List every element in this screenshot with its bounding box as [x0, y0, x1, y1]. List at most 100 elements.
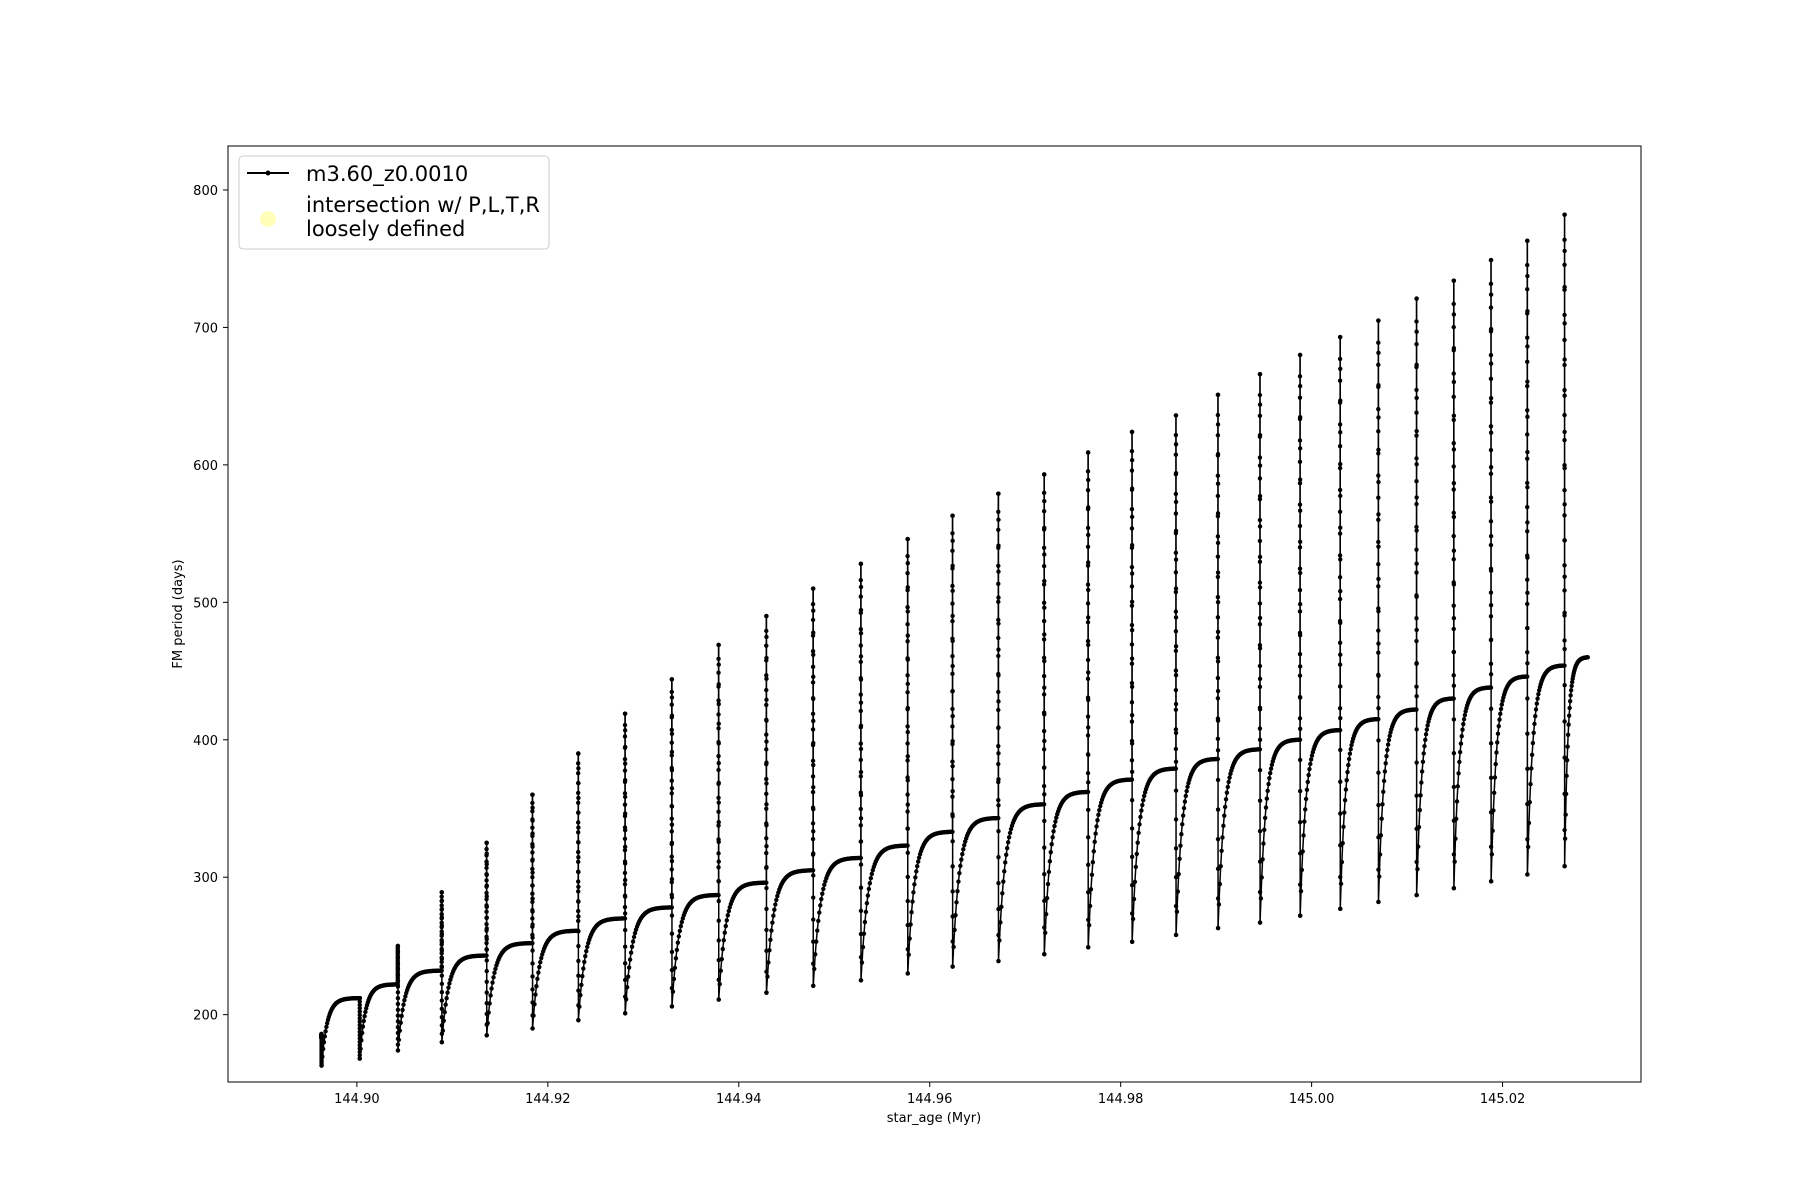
data-point — [1379, 816, 1384, 821]
data-point — [622, 882, 628, 887]
data-point — [1179, 832, 1184, 837]
data-point — [1414, 479, 1419, 484]
data-point — [669, 858, 675, 864]
data-point — [1086, 922, 1092, 928]
data-point — [1086, 945, 1091, 950]
data-point — [622, 870, 628, 876]
data-point — [1415, 866, 1420, 872]
data-point — [764, 802, 769, 807]
data-point — [858, 631, 864, 636]
data-point — [1215, 736, 1221, 741]
data-point — [996, 880, 1001, 886]
data-point — [1451, 533, 1456, 539]
data-point — [576, 790, 581, 796]
data-point — [622, 894, 628, 899]
data-point — [1453, 836, 1458, 841]
data-point — [858, 757, 863, 763]
data-point — [811, 652, 816, 657]
data-point — [530, 909, 535, 914]
data-point — [1297, 757, 1303, 763]
data-point — [1297, 737, 1303, 742]
data-point — [1525, 661, 1530, 666]
data-point — [1041, 545, 1047, 550]
data-point — [1525, 449, 1530, 455]
data-point — [1085, 638, 1091, 644]
data-point — [1136, 830, 1141, 836]
data-point — [864, 900, 870, 906]
data-point — [905, 778, 910, 783]
data-point — [1177, 856, 1182, 862]
data-point — [1414, 892, 1419, 898]
data-point — [1338, 493, 1343, 499]
data-point — [538, 960, 543, 965]
data-point — [1215, 599, 1221, 605]
data-point — [810, 758, 816, 763]
data-point — [1041, 655, 1047, 660]
data-point — [1215, 635, 1221, 640]
data-point — [530, 844, 535, 849]
data-point — [1525, 577, 1530, 582]
data-point — [862, 919, 868, 925]
data-point — [1488, 590, 1494, 595]
data-point — [1562, 719, 1567, 724]
data-point — [1528, 781, 1533, 787]
data-point — [1086, 835, 1091, 840]
data-point — [577, 1004, 582, 1009]
data-point — [907, 936, 912, 941]
data-point — [1564, 758, 1570, 763]
data-point — [1085, 563, 1091, 568]
data-point — [764, 687, 769, 693]
data-point — [532, 1002, 537, 1007]
data-point — [1488, 495, 1494, 500]
data-point — [623, 997, 629, 1002]
data-point — [1219, 848, 1224, 853]
data-point — [1525, 414, 1530, 420]
data-point — [1376, 451, 1381, 456]
data-point — [443, 1002, 448, 1007]
data-point — [996, 563, 1001, 569]
data-point — [905, 843, 910, 848]
data-point — [669, 731, 675, 737]
data-point — [1418, 793, 1423, 798]
data-point — [1215, 896, 1221, 901]
data-point — [1488, 741, 1494, 746]
data-point — [1050, 835, 1055, 840]
data-point — [484, 890, 489, 896]
data-point — [959, 857, 964, 862]
data-point — [1420, 759, 1426, 764]
data-point — [996, 653, 1001, 659]
data-point — [716, 721, 721, 726]
data-point — [1562, 827, 1567, 833]
data-point — [357, 1056, 362, 1061]
data-point — [1005, 840, 1011, 845]
data-point — [1337, 596, 1343, 602]
data-point — [1041, 673, 1047, 679]
data-point — [1451, 464, 1456, 469]
data-point — [484, 990, 489, 995]
data-point — [1462, 712, 1468, 718]
data-point — [1173, 707, 1179, 712]
data-point — [622, 1011, 628, 1016]
data-point — [1340, 840, 1345, 846]
data-point — [669, 829, 674, 834]
data-point — [1529, 752, 1535, 758]
data-point — [1042, 605, 1047, 610]
data-point — [485, 1020, 490, 1026]
data-point — [622, 977, 628, 983]
data-point — [489, 986, 494, 991]
data-point — [1525, 844, 1531, 850]
data-point — [960, 851, 965, 857]
data-point — [767, 948, 772, 953]
data-point — [906, 952, 911, 957]
data-point — [811, 740, 816, 746]
data-point — [576, 855, 581, 860]
data-point — [1041, 637, 1047, 642]
data-point — [1297, 570, 1303, 576]
data-point — [440, 1028, 446, 1033]
data-point — [576, 943, 581, 949]
data-point — [576, 914, 581, 919]
data-point — [1140, 802, 1145, 808]
data-point — [1227, 775, 1232, 780]
data-point — [819, 896, 824, 902]
data-point — [716, 753, 721, 759]
